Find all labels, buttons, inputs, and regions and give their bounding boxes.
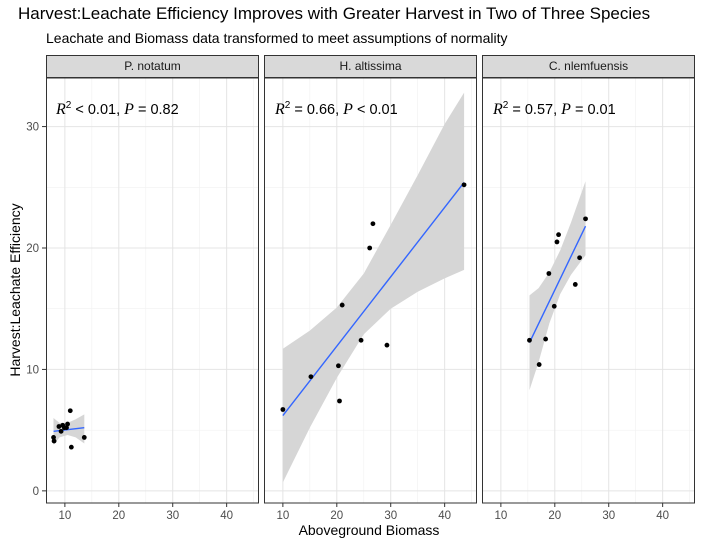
fit-line (528, 225, 587, 344)
data-point (551, 303, 557, 309)
data-point (577, 255, 583, 261)
data-point (370, 221, 376, 227)
x-tick-label: 10 (276, 510, 289, 522)
x-tick-label: 10 (58, 510, 71, 522)
data-point (65, 421, 70, 427)
y-tick-label: 10 (26, 364, 39, 376)
data-point (461, 182, 467, 188)
data-point (68, 444, 74, 450)
data-point (367, 245, 373, 251)
data-point (51, 438, 57, 444)
data-point (336, 363, 341, 369)
data-point (527, 337, 532, 343)
data-point (58, 428, 64, 434)
panel-border (264, 77, 477, 504)
y-axis-label: Harvest:Leachate Efficiency (7, 203, 23, 377)
x-tick-label: 30 (384, 510, 397, 522)
chart-title: Harvest:Leachate Efficiency Improves wit… (18, 4, 651, 23)
data-point (56, 424, 62, 429)
x-tick-label: 10 (494, 510, 507, 522)
data-point (536, 362, 542, 367)
x-tick-label: 40 (438, 510, 451, 522)
data-point (308, 374, 314, 380)
facet-strip-c-nlemfuensis: C. nlemfuensis (482, 55, 695, 78)
x-tick-label: 20 (548, 510, 561, 522)
data-point (67, 408, 73, 414)
data-point (51, 435, 56, 440)
panel-border (482, 77, 695, 504)
data-point (81, 435, 87, 440)
y-tick-label: 30 (26, 122, 39, 134)
data-point (556, 232, 561, 238)
panel-border (46, 77, 259, 504)
y-tick-label: 0 (33, 486, 39, 498)
fit-line (53, 427, 85, 433)
data-point (280, 407, 286, 412)
data-point (583, 216, 588, 222)
confidence-band (282, 92, 465, 483)
data-point (543, 336, 549, 342)
x-tick-label: 40 (656, 510, 669, 522)
data-point (572, 282, 578, 287)
facet-strip-h-altissima: H. altissima (264, 55, 477, 78)
x-tick-label: 20 (112, 510, 125, 522)
x-tick-label: 30 (602, 510, 615, 522)
data-point (64, 425, 69, 431)
stat-annotation-p-notatum: R2 < 0.01, P = 0.82 (56, 100, 179, 118)
stat-annotation-c-nlemfuensis: R2 = 0.57, P = 0.01 (493, 100, 616, 118)
x-tick-label: 20 (330, 510, 343, 522)
y-tick-label: 20 (26, 243, 39, 255)
data-point (339, 302, 345, 308)
data-point (546, 271, 552, 276)
chart-subtitle: Leachate and Biomass data transformed to… (46, 30, 508, 46)
stat-annotation-h-altissima: R2 = 0.66, P < 0.01 (275, 100, 398, 118)
data-point (358, 337, 364, 343)
x-tick-label: 30 (166, 510, 179, 522)
data-point (337, 398, 342, 404)
x-axis-label: Aboveground Biomass (298, 522, 440, 538)
data-point (384, 342, 390, 348)
facet-strip-p-notatum: P. notatum (46, 55, 259, 78)
x-tick-label: 40 (220, 510, 233, 522)
data-point (554, 239, 560, 245)
